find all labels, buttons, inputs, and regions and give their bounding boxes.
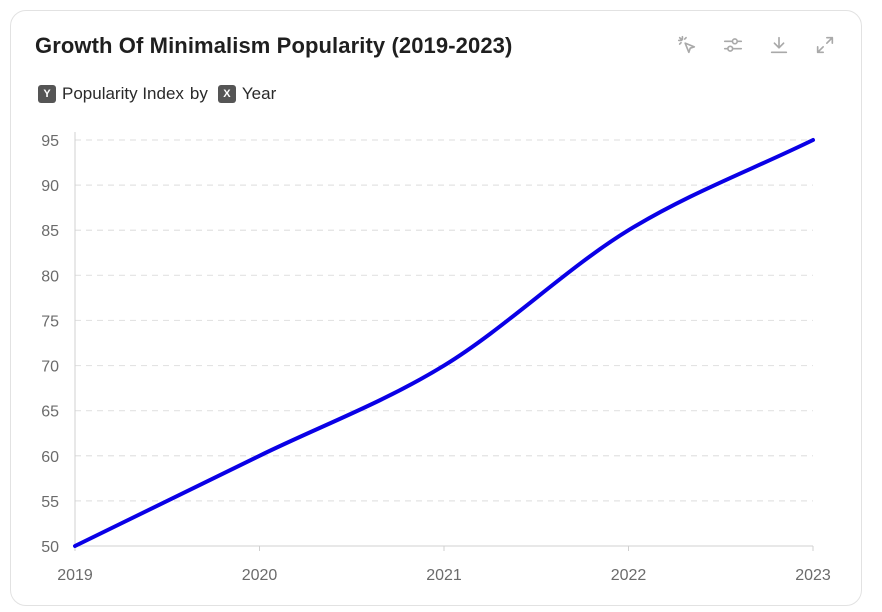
select-icon <box>677 35 696 54</box>
x-tick-label: 2023 <box>795 567 831 584</box>
axis-legend: Y Popularity Index by X Year <box>38 84 276 104</box>
y-tick-label: 90 <box>41 178 59 195</box>
filter-settings-button[interactable] <box>721 33 745 57</box>
y-tick-label: 70 <box>41 359 59 376</box>
y-tick-label: 55 <box>41 494 59 511</box>
x-tick-label: 2019 <box>57 567 93 584</box>
y-tick-label: 95 <box>41 133 59 150</box>
filter-settings-icon <box>723 38 743 52</box>
y-tick-label: 85 <box>41 223 59 240</box>
x-tick-label: 2021 <box>426 567 462 584</box>
y-tick-label: 75 <box>41 313 59 330</box>
x-tick-label: 2022 <box>611 567 647 584</box>
x-axis-label: Year <box>241 84 277 103</box>
y-tick-label: 65 <box>41 404 59 421</box>
download-icon <box>770 36 788 54</box>
chart-toolbar <box>675 33 837 57</box>
y-tick-label: 60 <box>41 449 59 466</box>
legend-by-text: by <box>189 84 208 103</box>
expand-button[interactable] <box>813 33 837 57</box>
y-tick-label: 50 <box>41 539 59 556</box>
expand-icon <box>816 36 834 54</box>
y-axis-label: Popularity Index <box>62 84 184 103</box>
x-tick-label: 2020 <box>242 567 278 584</box>
download-button[interactable] <box>767 33 791 57</box>
y-tick-label: 80 <box>41 268 59 285</box>
chart-title: Growth Of Minimalism Popularity (2019-20… <box>35 33 513 58</box>
series-line <box>73 138 815 548</box>
select-button[interactable] <box>675 33 699 57</box>
y-axis-badge: Y <box>38 85 56 103</box>
x-axis-badge: X <box>217 85 236 103</box>
